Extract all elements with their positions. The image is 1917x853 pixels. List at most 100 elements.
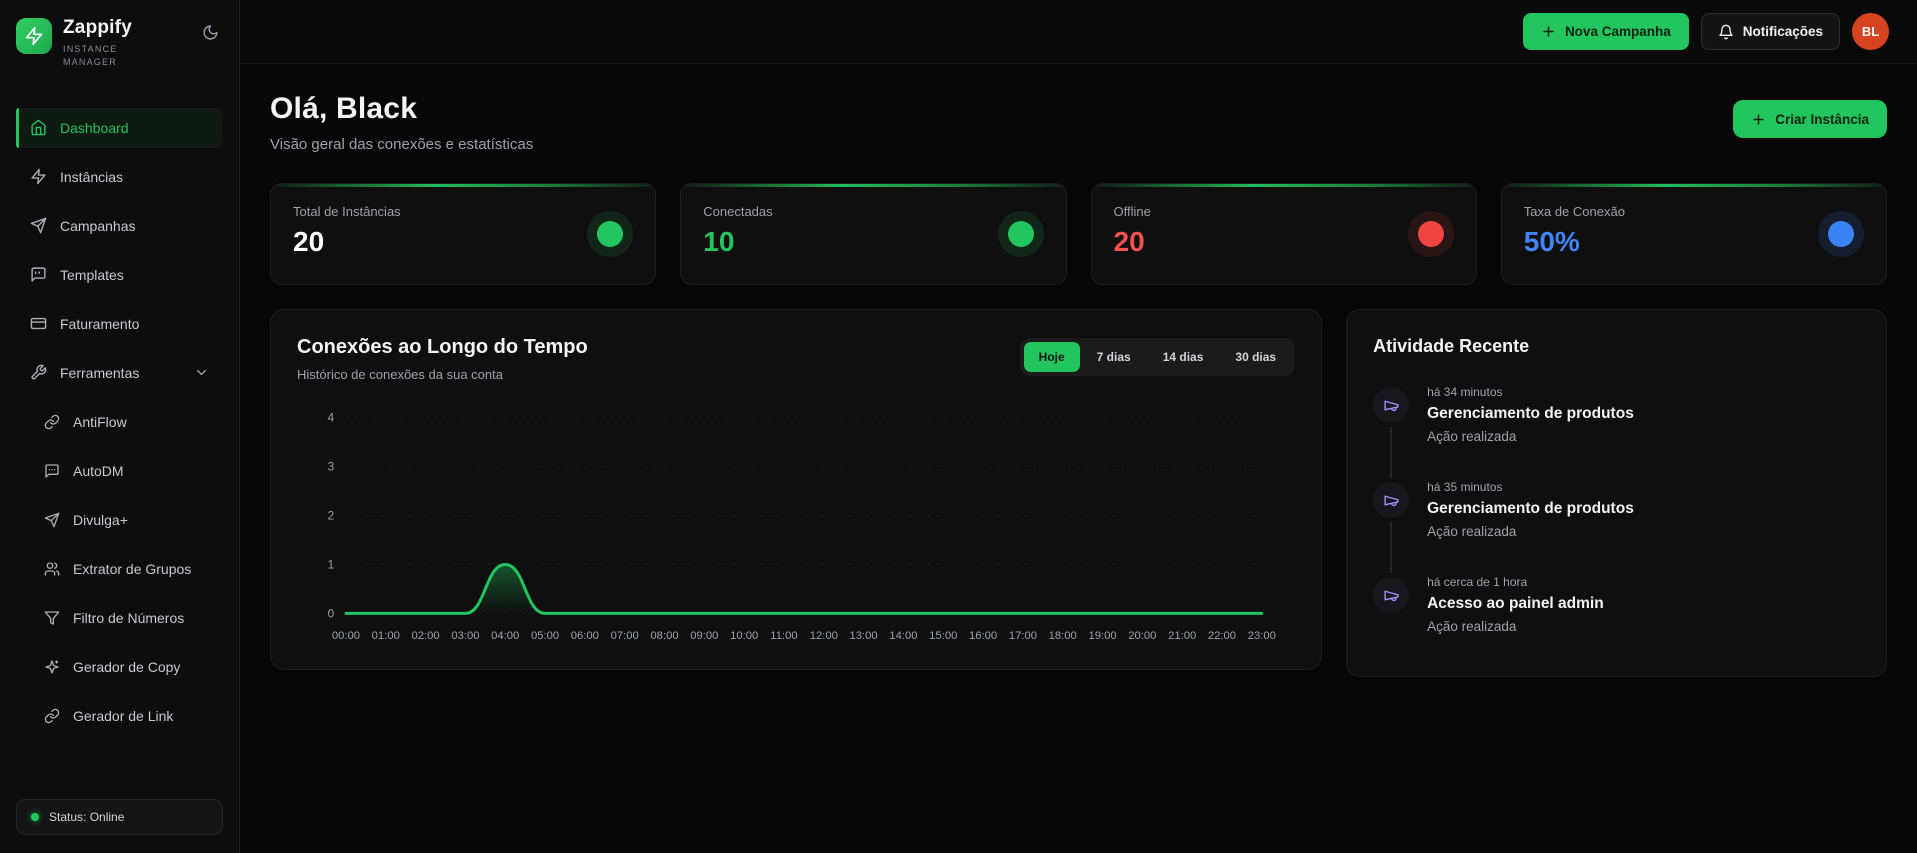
chevron-down-icon: [194, 365, 209, 380]
x-tick-label: 18:00: [1049, 630, 1077, 642]
recent-activity-card: Atividade Recente há 34 minutos Gerencia…: [1346, 309, 1887, 677]
megaphone-icon: [1373, 387, 1410, 423]
avatar[interactable]: BL: [1852, 13, 1889, 50]
y-tick-label: 4: [328, 412, 335, 425]
online-dot-icon: [31, 813, 39, 821]
app-title-block: Zappify INSTANCE MANAGER: [63, 17, 187, 70]
sidebar-item-label: Divulga+: [73, 511, 128, 528]
activity-title: Atividade Recente: [1373, 336, 1530, 356]
sidebar-item-templates[interactable]: Templates: [16, 255, 223, 295]
sidebar-item-ferramentas[interactable]: Ferramentas: [16, 353, 223, 393]
create-instance-button[interactable]: Criar Instância: [1733, 100, 1887, 138]
x-tick-label: 06:00: [571, 630, 599, 642]
chart-area: 0 1 2 3 4 00:00 01:00 02:00 03:00 04:00 05:00 06:00…: [297, 404, 1295, 649]
stat-card-taxa-conexao: Taxa de Conexão 50%: [1500, 183, 1887, 285]
activity-item-subtitle: Ação realizada: [1427, 429, 1517, 444]
sidebar-item-autodm[interactable]: AutoDM: [30, 451, 223, 491]
send-icon: [44, 512, 60, 528]
sidebar-item-filtro-de-numeros[interactable]: Filtro de Números: [30, 598, 223, 638]
stat-value: 10: [703, 226, 735, 257]
main-area: Nova Campanha Notificações BL Olá, Black…: [240, 0, 1917, 853]
message-icon: [44, 463, 60, 479]
sidebar-item-label: AntiFlow: [73, 413, 127, 430]
x-tick-label: 12:00: [810, 630, 838, 642]
x-tick-label: 02:00: [412, 630, 440, 642]
panels-row: Conexões ao Longo do Tempo Histórico de …: [270, 309, 1887, 677]
plus-icon: [1751, 112, 1766, 127]
tab-hoje[interactable]: Hoje: [1023, 342, 1080, 372]
tab-30-dias[interactable]: 30 dias: [1220, 342, 1291, 372]
x-tick-label: 14:00: [889, 630, 917, 642]
x-tick-label: 15:00: [929, 630, 957, 642]
megaphone-icon: [1373, 577, 1410, 613]
new-campaign-button[interactable]: Nova Campanha: [1522, 13, 1689, 50]
x-tick-label: 09:00: [690, 630, 718, 642]
chart-subtitle: Histórico de conexões da sua conta: [297, 367, 503, 382]
credit-card-icon: [30, 315, 47, 332]
x-tick-label: 11:00: [770, 630, 797, 642]
home-icon: [30, 119, 47, 136]
x-tick-label: 17:00: [1009, 630, 1037, 642]
chart-line: [344, 563, 1264, 615]
tab-14-dias[interactable]: 14 dias: [1148, 342, 1219, 372]
x-tick-label: 13:00: [850, 630, 878, 642]
chart-title: Conexões ao Longo do Tempo: [297, 336, 588, 358]
sidebar-item-gerador-de-copy[interactable]: Gerador de Copy: [30, 647, 223, 687]
notifications-button[interactable]: Notificações: [1700, 13, 1840, 50]
sidebar-item-label: Filtro de Números: [73, 609, 185, 626]
sidebar-item-extrator-de-grupos[interactable]: Extrator de Grupos: [30, 549, 223, 589]
sidebar-item-campanhas[interactable]: Campanhas: [16, 206, 223, 246]
activity-item-title: Gerenciamento de produtos: [1427, 500, 1634, 517]
app-logo: [16, 18, 52, 54]
y-tick-label: 0: [328, 607, 335, 620]
filter-icon: [44, 610, 60, 626]
stat-card-total-instancias: Total de Instâncias 20: [270, 183, 657, 285]
notifications-label: Notificações: [1742, 24, 1823, 39]
sidebar-item-antiflow[interactable]: AntiFlow: [30, 402, 223, 442]
chart-range-tabs: Hoje 7 dias 14 dias 30 dias: [1019, 338, 1296, 376]
activity-item: há 35 minutos Gerenciamento de produtos …: [1373, 480, 1860, 575]
activity-item-subtitle: Ação realizada: [1427, 524, 1517, 539]
page-subtitle: Visão geral das conexões e estatísticas: [270, 136, 534, 153]
stat-label: Taxa de Conexão: [1523, 204, 1625, 219]
page-header: Olá, Black Visão geral das conexões e es…: [270, 92, 1887, 153]
activity-item-subtitle: Ação realizada: [1427, 619, 1517, 634]
status-badge: Status: Online: [16, 799, 223, 835]
sidebar-item-divulga[interactable]: Divulga+: [30, 500, 223, 540]
sidebar-item-gerador-de-link[interactable]: Gerador de Link: [30, 696, 223, 736]
theme-toggle-button[interactable]: [198, 20, 223, 45]
sidebar-item-label: Instâncias: [60, 168, 124, 185]
sidebar-item-instancias[interactable]: Instâncias: [16, 157, 223, 197]
sidebar-nav: Dashboard Instâncias Campanhas Templates: [0, 80, 239, 785]
sidebar-item-faturamento[interactable]: Faturamento: [16, 304, 223, 344]
y-tick-label: 3: [328, 461, 335, 474]
x-tick-label: 23:00: [1248, 630, 1276, 642]
activity-item: há 34 minutos Gerenciamento de produtos …: [1373, 385, 1860, 480]
x-tick-label: 07:00: [611, 630, 639, 642]
y-tick-label: 2: [328, 509, 335, 522]
send-icon: [30, 217, 47, 234]
message-square-icon: [30, 266, 47, 283]
x-tick-label: 03:00: [451, 630, 479, 642]
megaphone-icon: [1373, 482, 1410, 518]
activity-time: há 34 minutos: [1427, 385, 1503, 399]
y-tick-label: 1: [328, 558, 335, 571]
x-tick-label: 10:00: [730, 630, 758, 642]
stat-label: Total de Instâncias: [293, 204, 401, 219]
stat-value: 20: [293, 226, 325, 257]
tab-7-dias[interactable]: 7 dias: [1082, 342, 1146, 372]
moon-icon: [202, 24, 219, 41]
sidebar-item-label: Templates: [60, 266, 124, 283]
sidebar-item-dashboard[interactable]: Dashboard: [16, 107, 223, 148]
stats-row: Total de Instâncias 20 Conectadas 10 Off…: [270, 183, 1887, 285]
activity-time: há cerca de 1 hora: [1427, 575, 1528, 589]
page-content: Olá, Black Visão geral das conexões e es…: [240, 64, 1917, 853]
zap-icon: [30, 168, 47, 185]
status-circle-icon: [1407, 211, 1454, 257]
status-label: Status: Online: [49, 810, 125, 824]
x-tick-label: 00:00: [332, 630, 360, 642]
sidebar-item-label: Extrator de Grupos: [73, 560, 192, 577]
zap-icon: [24, 26, 44, 46]
stat-value: 20: [1113, 226, 1145, 257]
